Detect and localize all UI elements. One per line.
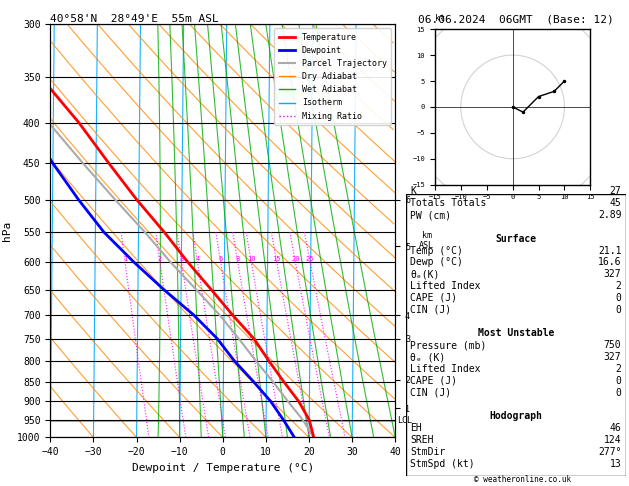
Text: 16.6: 16.6: [598, 258, 621, 267]
Text: 750: 750: [604, 340, 621, 350]
Text: EH: EH: [410, 423, 422, 433]
Text: 0: 0: [616, 388, 621, 398]
Text: Most Unstable: Most Unstable: [477, 329, 554, 338]
Text: 2.89: 2.89: [598, 210, 621, 220]
Text: Pressure (mb): Pressure (mb): [410, 340, 486, 350]
Text: 6: 6: [218, 256, 223, 262]
Text: K: K: [410, 187, 416, 196]
Text: Temp (°C): Temp (°C): [410, 245, 463, 256]
Text: 3: 3: [179, 256, 184, 262]
Text: 4: 4: [196, 256, 199, 262]
Text: 45: 45: [610, 198, 621, 208]
Text: Dewp (°C): Dewp (°C): [410, 258, 463, 267]
Text: 8: 8: [236, 256, 240, 262]
Text: 2: 2: [616, 281, 621, 291]
Text: 0: 0: [616, 305, 621, 315]
Text: 1: 1: [123, 256, 127, 262]
Text: © weatheronline.co.uk: © weatheronline.co.uk: [474, 474, 571, 484]
Text: StmDir: StmDir: [410, 447, 445, 457]
Text: 20: 20: [291, 256, 299, 262]
Text: 277°: 277°: [598, 447, 621, 457]
Text: 327: 327: [604, 269, 621, 279]
Text: CAPE (J): CAPE (J): [410, 376, 457, 386]
Text: 124: 124: [604, 435, 621, 445]
Text: SREH: SREH: [410, 435, 433, 445]
Text: 15: 15: [272, 256, 281, 262]
Text: 0: 0: [616, 293, 621, 303]
Text: 40°58'N  28°49'E  55m ASL: 40°58'N 28°49'E 55m ASL: [50, 14, 219, 23]
Text: 06.06.2024  06GMT  (Base: 12): 06.06.2024 06GMT (Base: 12): [418, 15, 614, 25]
Text: Hodograph: Hodograph: [489, 411, 542, 421]
Text: CIN (J): CIN (J): [410, 305, 451, 315]
Text: 21.1: 21.1: [598, 245, 621, 256]
Text: 10: 10: [247, 256, 255, 262]
Y-axis label: hPa: hPa: [1, 221, 11, 241]
X-axis label: Dewpoint / Temperature (°C): Dewpoint / Temperature (°C): [131, 463, 314, 473]
Text: CAPE (J): CAPE (J): [410, 293, 457, 303]
Text: CIN (J): CIN (J): [410, 388, 451, 398]
Text: kt: kt: [435, 14, 445, 23]
Text: θₑ(K): θₑ(K): [410, 269, 440, 279]
Text: PW (cm): PW (cm): [410, 210, 451, 220]
Text: Lifted Index: Lifted Index: [410, 364, 481, 374]
Text: 13: 13: [610, 459, 621, 469]
Text: LCL: LCL: [398, 416, 413, 425]
Text: 2: 2: [616, 364, 621, 374]
Text: Lifted Index: Lifted Index: [410, 281, 481, 291]
Text: Totals Totals: Totals Totals: [410, 198, 486, 208]
Legend: Temperature, Dewpoint, Parcel Trajectory, Dry Adiabat, Wet Adiabat, Isotherm, Mi: Temperature, Dewpoint, Parcel Trajectory…: [274, 29, 391, 125]
Text: 2: 2: [158, 256, 162, 262]
Text: θₑ (K): θₑ (K): [410, 352, 445, 362]
Y-axis label: km
ASL: km ASL: [419, 231, 434, 250]
Text: Surface: Surface: [495, 234, 537, 244]
Text: 0: 0: [616, 376, 621, 386]
Text: StmSpd (kt): StmSpd (kt): [410, 459, 475, 469]
Text: 46: 46: [610, 423, 621, 433]
Text: 25: 25: [306, 256, 314, 262]
Text: 327: 327: [604, 352, 621, 362]
Text: 27: 27: [610, 187, 621, 196]
